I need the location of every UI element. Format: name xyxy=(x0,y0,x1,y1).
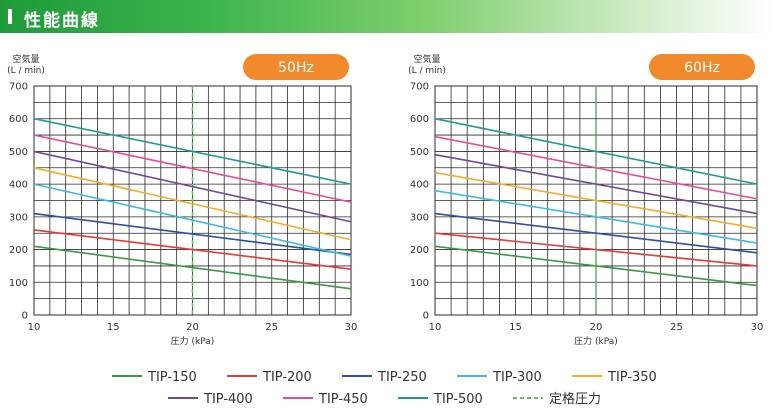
series-line-tip-500 xyxy=(33,117,352,185)
series-line-tip-500 xyxy=(434,117,758,185)
series-line-tip-250 xyxy=(33,212,352,256)
y-tick-label: 600 xyxy=(9,114,28,125)
legend-label: 定格圧力 xyxy=(549,391,601,407)
series-line-tip-350 xyxy=(434,171,758,230)
legend-label: TIP-350 xyxy=(607,370,657,385)
y-tick-label: 300 xyxy=(410,212,429,223)
chart-legend: TIP-150 TIP-200 TIP-250 TIP-300 TIP-350 TIP-4… xyxy=(112,370,657,407)
header-mark xyxy=(8,9,12,24)
y-tick-label: 200 xyxy=(410,245,429,256)
legend-label: TIP-200 xyxy=(262,370,312,385)
y-tick-label: 500 xyxy=(410,147,429,158)
series-line-tip-400 xyxy=(434,153,758,215)
x-axis-label: 圧力 (kPa) xyxy=(171,335,215,347)
x-tick-label: 25 xyxy=(265,322,278,333)
y-axis-label: 空気量 xyxy=(12,53,39,65)
series-line-tip-300 xyxy=(434,189,758,244)
x-tick-label: 10 xyxy=(429,322,442,333)
x-tick-label: 20 xyxy=(186,322,199,333)
frequency-badge-label: 50Hz xyxy=(278,60,314,76)
x-tick-label: 30 xyxy=(345,322,358,333)
y-tick-label: 300 xyxy=(9,212,28,223)
chart-panel-2: 0 100 200 300 400 500 600 700 10 15 20 25 30 空気量(L / … xyxy=(408,53,763,347)
y-tick-label: 500 xyxy=(9,147,28,158)
y-tick-label: 600 xyxy=(410,114,429,125)
y-tick-label: 0 xyxy=(423,311,429,322)
y-tick-label: 0 xyxy=(22,311,28,322)
x-tick-label: 30 xyxy=(751,322,764,333)
chart-panel-1: 0 100 200 300 400 500 600 700 10 15 20 25 30 空気量(L / … xyxy=(7,53,357,347)
y-axis-unit: (L / min) xyxy=(7,66,45,76)
legend-label: TIP-400 xyxy=(203,392,253,407)
x-tick-label: 25 xyxy=(670,322,683,333)
series-line-tip-300 xyxy=(33,183,352,257)
y-axis-unit: (L / min) xyxy=(408,66,446,76)
legend-label: TIP-250 xyxy=(377,370,427,385)
y-tick-label: 100 xyxy=(9,278,28,289)
series-line-tip-450 xyxy=(33,134,352,203)
frequency-badge-label: 60Hz xyxy=(684,60,720,76)
x-tick-label: 15 xyxy=(107,322,120,333)
y-axis-label: 空気量 xyxy=(413,53,440,65)
y-tick-label: 100 xyxy=(410,278,429,289)
frequency-badge xyxy=(649,54,755,80)
legend-label: TIP-500 xyxy=(433,392,483,407)
legend-label: TIP-300 xyxy=(492,370,542,385)
legend-label: TIP-150 xyxy=(147,370,197,385)
series-line-tip-200 xyxy=(434,232,758,267)
x-tick-label: 10 xyxy=(28,322,41,333)
section-header: 性能曲線 xyxy=(0,0,777,33)
series-line-tip-200 xyxy=(33,229,352,270)
frequency-badge xyxy=(243,54,349,80)
section-title: 性能曲線 xyxy=(24,11,100,31)
y-tick-label: 400 xyxy=(9,180,28,191)
series-line-tip-450 xyxy=(434,135,758,200)
y-tick-label: 400 xyxy=(410,180,429,191)
y-tick-label: 200 xyxy=(9,245,28,256)
series-line-tip-150 xyxy=(434,245,758,287)
series-line-tip-400 xyxy=(33,150,352,223)
series-line-tip-250 xyxy=(434,212,758,254)
legend-label: TIP-450 xyxy=(318,392,368,407)
series-line-tip-350 xyxy=(33,167,352,241)
series-line-tip-150 xyxy=(33,245,352,290)
y-tick-label: 700 xyxy=(410,82,429,93)
y-tick-label: 700 xyxy=(9,82,28,93)
x-tick-label: 15 xyxy=(509,322,522,333)
x-axis-label: 圧力 (kPa) xyxy=(574,335,618,347)
x-tick-label: 20 xyxy=(590,322,603,333)
